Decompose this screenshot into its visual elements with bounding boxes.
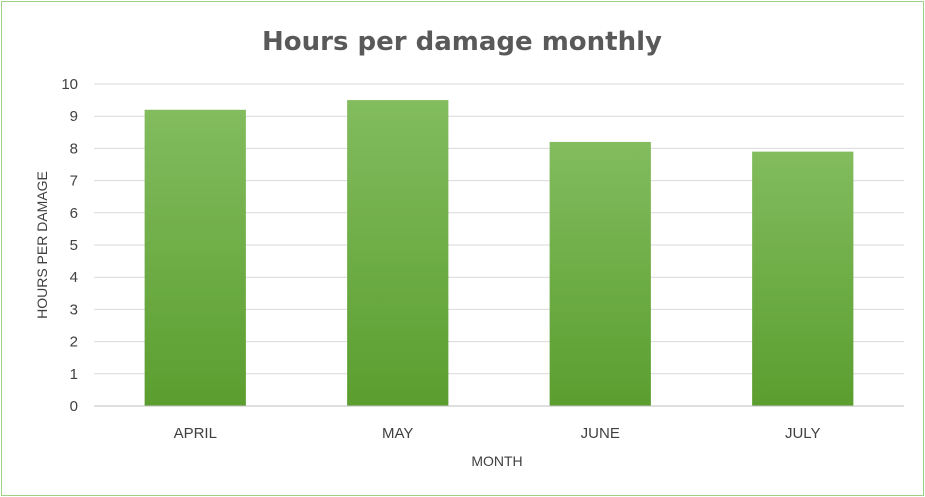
y-tick-label: 4 bbox=[70, 269, 78, 286]
y-tick-label: 5 bbox=[70, 237, 78, 254]
y-tick-label: 2 bbox=[70, 334, 78, 351]
x-axis-ticks: APRIL MAY JUNE JULY bbox=[174, 425, 821, 442]
bar-july bbox=[752, 151, 854, 406]
bar-june bbox=[549, 141, 651, 406]
x-tick-label: JULY bbox=[785, 425, 821, 442]
y-tick-label: 10 bbox=[61, 76, 78, 93]
y-tick-label: 0 bbox=[70, 398, 78, 415]
y-tick-label: 1 bbox=[70, 366, 78, 383]
bar-april bbox=[144, 109, 246, 406]
x-tick-label: APRIL bbox=[174, 425, 217, 442]
bars bbox=[94, 100, 904, 407]
y-tick-label: 7 bbox=[70, 173, 78, 190]
y-tick-label: 6 bbox=[70, 205, 78, 222]
y-axis-label: HOURS PER DAMAGE bbox=[34, 171, 50, 319]
x-axis-label: MONTH bbox=[471, 453, 522, 469]
chart-title: Hours per damage monthly bbox=[262, 27, 662, 57]
x-tick-label: JUNE bbox=[581, 425, 620, 442]
y-tick-label: 9 bbox=[70, 108, 78, 125]
y-tick-label: 3 bbox=[70, 301, 78, 318]
x-tick-label: MAY bbox=[382, 425, 413, 442]
bar-may bbox=[347, 100, 449, 406]
y-axis-ticks: 0 1 2 3 4 5 6 7 8 9 10 bbox=[61, 76, 78, 415]
y-tick-label: 8 bbox=[70, 140, 78, 157]
